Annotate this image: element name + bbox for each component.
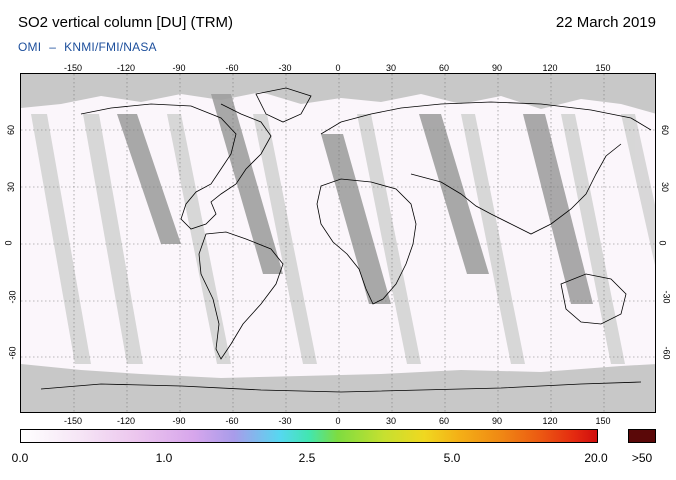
lat-tick-right: 0 <box>657 240 668 246</box>
lat-tick-right: -30 <box>661 290 672 304</box>
lon-tick-top: 30 <box>385 63 397 73</box>
lat-tick-left: 30 <box>6 181 17 193</box>
lon-tick-top: 90 <box>491 63 503 73</box>
lon-tick-top: -60 <box>225 63 239 73</box>
scale-label: 2.5 <box>298 451 316 465</box>
coast-asia-south <box>410 143 622 235</box>
lon-tick-top: 120 <box>542 63 558 73</box>
lat-tick-right: -60 <box>661 346 672 360</box>
world-map-svg <box>21 74 655 412</box>
coast-africa <box>316 178 417 305</box>
lon-tick-bottom: 120 <box>542 416 558 426</box>
lon-tick-top: -90 <box>172 63 186 73</box>
lon-tick-top: 0 <box>335 63 341 73</box>
lon-tick-bottom: 150 <box>595 416 611 426</box>
color-scale <box>20 429 598 443</box>
lon-tick-top: -120 <box>116 63 136 73</box>
lon-tick-bottom: -120 <box>116 416 136 426</box>
lon-tick-bottom: 60 <box>438 416 450 426</box>
scale-label: 5.0 <box>443 451 461 465</box>
data-credit: OMI – KNMI/FMI/NASA <box>18 40 157 54</box>
scale-label: 0.0 <box>11 451 29 465</box>
lon-tick-bottom: 0 <box>335 416 341 426</box>
credit-separator: – <box>49 40 57 54</box>
credit-instrument: OMI <box>18 40 42 54</box>
coast-north-america <box>80 103 272 230</box>
credit-agencies: KNMI/FMI/NASA <box>64 40 157 54</box>
swath-gaps <box>117 94 593 304</box>
lon-tick-top: 150 <box>595 63 611 73</box>
scale-label-over: >50 <box>631 451 653 465</box>
lon-tick-bottom: -60 <box>225 416 239 426</box>
coast-greenland <box>255 87 312 123</box>
lon-tick-bottom: -30 <box>278 416 292 426</box>
coast-south-america <box>198 231 284 360</box>
scale-label: 20.0 <box>584 451 608 465</box>
over-range-swatch <box>628 429 656 443</box>
lon-tick-top: -150 <box>63 63 83 73</box>
north-polar-nodata <box>21 74 655 114</box>
swath-stripes <box>31 114 655 364</box>
lat-tick-left: 60 <box>6 124 17 136</box>
lat-tick-left: -30 <box>7 290 18 304</box>
coast-australia <box>560 273 627 325</box>
scale-label: 1.0 <box>155 451 173 465</box>
lon-tick-bottom: 90 <box>491 416 503 426</box>
map-title: SO2 vertical column [DU] (TRM) <box>18 14 234 31</box>
south-polar-nodata <box>21 364 655 412</box>
coast-eurasia-north <box>320 101 652 135</box>
lon-tick-top: 60 <box>438 63 450 73</box>
lat-tick-left: -60 <box>7 346 18 360</box>
lat-tick-left: 0 <box>3 240 14 246</box>
map-date: 22 March 2019 <box>555 14 656 31</box>
lon-tick-bottom: 30 <box>385 416 397 426</box>
lon-tick-top: -30 <box>278 63 292 73</box>
lat-tick-right: 30 <box>660 181 671 193</box>
so2-map <box>20 73 656 413</box>
lon-tick-bottom: -150 <box>63 416 83 426</box>
coast-antarctica <box>40 381 642 393</box>
coastlines <box>40 87 652 393</box>
lat-tick-right: 60 <box>660 124 671 136</box>
lon-tick-bottom: -90 <box>172 416 186 426</box>
